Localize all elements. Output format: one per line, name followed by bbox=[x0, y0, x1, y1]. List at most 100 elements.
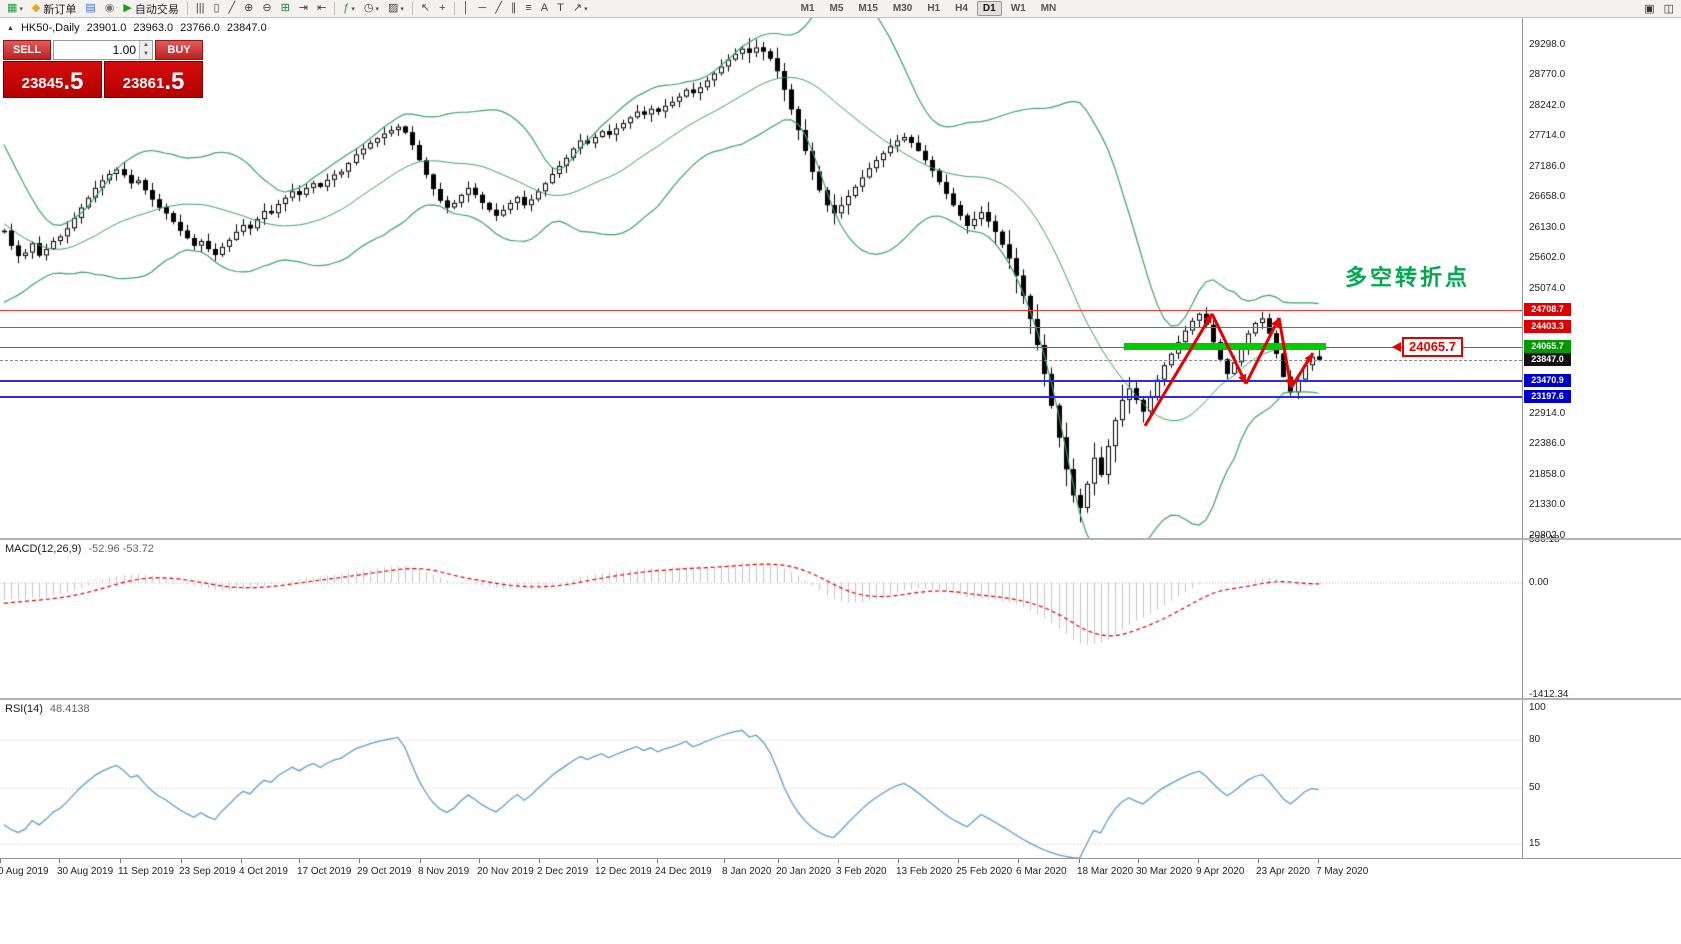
time-axis-label: 6 Mar 2020 bbox=[1016, 866, 1067, 877]
time-axis-label: 30 Aug 2019 bbox=[57, 866, 114, 877]
profiles-icon[interactable]: ▤ bbox=[85, 2, 96, 14]
high-value: 23963.0 bbox=[133, 22, 174, 34]
price-tag: 24065.7 bbox=[1524, 340, 1571, 353]
time-axis-label: 9 Apr 2020 bbox=[1196, 866, 1245, 877]
templates-icon[interactable]: ▨ ▾ bbox=[388, 2, 404, 14]
toolbar-separator bbox=[186, 2, 188, 15]
time-axis-tick bbox=[299, 859, 300, 863]
time-axis-label: 23 Apr 2020 bbox=[1256, 866, 1310, 877]
panel-separator[interactable] bbox=[0, 538, 1681, 540]
price-axis-tick: 25602.0 bbox=[1529, 252, 1566, 264]
volume-down-icon[interactable]: ▼ bbox=[140, 50, 152, 59]
timeframe-w1[interactable]: W1 bbox=[1010, 3, 1026, 14]
text-icon[interactable]: A bbox=[540, 2, 549, 14]
time-axis-label: 17 Oct 2019 bbox=[297, 866, 352, 877]
symbol-ohlc-line: ▲ HK50-,Daily 23901.0 23963.0 23766.0 23… bbox=[7, 22, 267, 34]
one-click-trading-panel: SELL ▲ ▼ BUY 23845.5 23861.5 bbox=[3, 40, 203, 98]
buy-button[interactable]: BUY bbox=[155, 40, 203, 60]
price-tag: 24403.3 bbox=[1524, 320, 1571, 333]
rsi-panel: RSI(14) 48.4138 bbox=[0, 700, 1522, 858]
time-axis-label: 23 Sep 2019 bbox=[179, 866, 236, 877]
time-axis-tick bbox=[181, 859, 182, 863]
timeframe-h1[interactable]: H1 bbox=[927, 3, 941, 14]
time-axis-tick bbox=[241, 859, 242, 863]
price-axis-tick: 28770.0 bbox=[1529, 69, 1566, 81]
toolbar-separator bbox=[334, 2, 336, 15]
toolbars-icon[interactable]: ◫ bbox=[1663, 3, 1674, 15]
timeframe-m30[interactable]: M30 bbox=[892, 3, 913, 14]
new-chart-icon[interactable]: ▦ ▾ bbox=[7, 2, 23, 14]
tile-windows-icon[interactable]: ⊞ bbox=[280, 2, 290, 14]
time-axis-label: 29 Oct 2019 bbox=[357, 866, 412, 877]
new-order-button[interactable]: ◆ 新订单 bbox=[31, 2, 77, 16]
zoom-out-icon[interactable]: ⊖ bbox=[262, 2, 272, 14]
chart-area[interactable]: ▲ HK50-,Daily 23901.0 23963.0 23766.0 23… bbox=[0, 18, 1522, 538]
timeframe-h4[interactable]: H4 bbox=[955, 3, 968, 14]
chart-shift-icon[interactable]: ⇤ bbox=[317, 2, 327, 14]
line-chart-icon[interactable]: ╱ bbox=[228, 2, 236, 14]
price-axis[interactable]: 24708.7 24403.3 24065.7 23847.0 23470.9 23197… bbox=[1522, 18, 1681, 858]
buy-price[interactable]: 23861.5 bbox=[104, 61, 203, 98]
symbol-period-label: HK50-,Daily bbox=[20, 22, 80, 34]
indicators-icon[interactable]: ƒ ▾ bbox=[343, 2, 355, 14]
time-axis-label: 12 Dec 2019 bbox=[595, 866, 652, 877]
volume-input[interactable] bbox=[54, 41, 139, 59]
time-axis-tick bbox=[1079, 859, 1080, 863]
timeframe-m5[interactable]: M5 bbox=[829, 3, 844, 14]
chart-window-icon[interactable]: ▣ bbox=[1644, 3, 1655, 15]
time-axis-tick bbox=[958, 859, 959, 863]
price-axis-tick: 28242.0 bbox=[1529, 99, 1566, 111]
rsi-axis-tick: 80 bbox=[1529, 734, 1541, 745]
time-axis-label: 2 Dec 2019 bbox=[537, 866, 589, 877]
price-axis-tick: 22386.0 bbox=[1529, 438, 1566, 450]
price-chart-canvas[interactable] bbox=[0, 18, 1522, 538]
bar-chart-icon[interactable]: ||| bbox=[195, 2, 205, 14]
timeframe-m1[interactable]: M1 bbox=[800, 3, 815, 14]
auto-scroll-icon[interactable]: ⇥ bbox=[298, 2, 309, 14]
time-axis-label: 8 Jan 2020 bbox=[722, 866, 772, 877]
macd-axis-tick: -1412.34 bbox=[1529, 689, 1569, 700]
periods-icon[interactable]: ◷ ▾ bbox=[363, 2, 379, 14]
zoom-in-icon[interactable]: ⊕ bbox=[244, 2, 254, 14]
time-axis-tick bbox=[1018, 859, 1019, 863]
collapse-arrow-icon[interactable]: ▲ bbox=[7, 24, 14, 32]
sell-button[interactable]: SELL bbox=[3, 40, 51, 60]
data-window-icon[interactable]: ◉ bbox=[104, 2, 115, 14]
macd-canvas bbox=[0, 540, 1522, 695]
time-axis-label: 30 Mar 2020 bbox=[1136, 866, 1193, 877]
macd-panel: MACD(12,26,9) -52.96 -53.72 bbox=[0, 540, 1522, 695]
rsi-axis-tick: 100 bbox=[1529, 702, 1546, 713]
fibonacci-icon[interactable]: ≡ bbox=[525, 2, 532, 14]
sell-price[interactable]: 23845.5 bbox=[3, 61, 102, 98]
horizontal-line-icon[interactable]: ─ bbox=[478, 2, 487, 14]
time-axis-tick bbox=[898, 859, 899, 863]
macd-axis-tick: 0.00 bbox=[1529, 576, 1549, 588]
trendline-icon[interactable]: ╱ bbox=[495, 2, 502, 14]
rsi-canvas bbox=[0, 700, 1522, 858]
timeframe-m15[interactable]: M15 bbox=[858, 3, 878, 14]
vertical-line-icon[interactable]: │ bbox=[462, 2, 470, 14]
rsi-label: RSI(14) 48.4138 bbox=[5, 703, 90, 715]
time-axis-label: 18 Mar 2020 bbox=[1077, 866, 1134, 877]
price-axis-tick: 26658.0 bbox=[1529, 191, 1566, 203]
volume-up-icon[interactable]: ▲ bbox=[140, 41, 152, 50]
cursor-icon[interactable]: ↖ bbox=[420, 2, 431, 14]
time-axis-tick bbox=[838, 859, 839, 863]
timeframe-mn[interactable]: MN bbox=[1040, 3, 1057, 14]
time-axis-tick bbox=[1138, 859, 1139, 863]
panel-separator[interactable] bbox=[0, 698, 1681, 700]
time-axis[interactable]: 0 Aug 2019 30 Aug 2019 11 Sep 2019 23 Sep 2… bbox=[0, 858, 1681, 884]
time-axis-label: 20 Jan 2020 bbox=[776, 866, 832, 877]
price-tag: 23197.6 bbox=[1524, 390, 1571, 403]
label-icon[interactable]: T bbox=[557, 2, 564, 14]
volume-stepper[interactable]: ▲ ▼ bbox=[139, 41, 152, 59]
time-axis-tick bbox=[0, 859, 1, 863]
candlestick-chart-icon[interactable]: ▯ bbox=[213, 2, 220, 14]
autotrading-button[interactable]: ▶ 自动交易 bbox=[123, 2, 179, 16]
timeframe-d1[interactable]: D1 bbox=[976, 1, 1002, 16]
open-value: 23901.0 bbox=[86, 22, 127, 34]
channel-icon[interactable]: ∥ bbox=[510, 2, 517, 14]
crosshair-icon[interactable]: + bbox=[439, 2, 446, 14]
price-axis-tick: 26130.0 bbox=[1529, 221, 1566, 233]
arrows-icon[interactable]: ↗ ▾ bbox=[572, 2, 588, 14]
